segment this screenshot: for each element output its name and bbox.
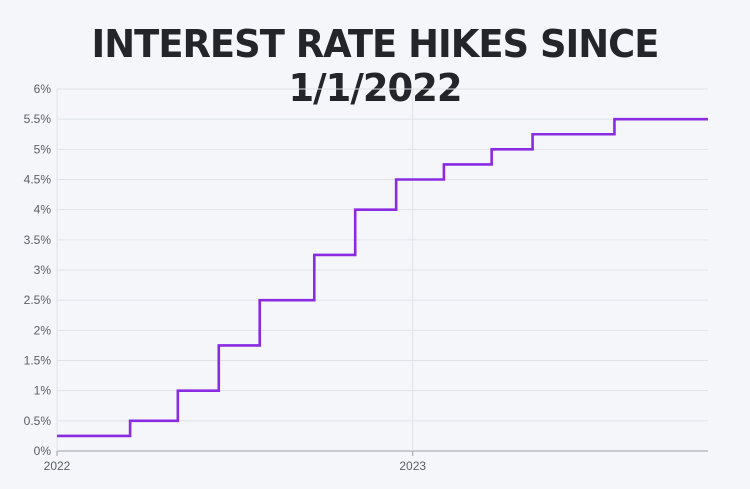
- y-axis-ticks: 0% 0.5% 1% 1.5% 2% 2.5% 3% 3.5% 4% 4.5% 5% 5.5% 6%: [24, 82, 52, 458]
- y-tick-label: 5.5%: [24, 112, 52, 126]
- x-tick-label: 2023: [399, 459, 426, 473]
- y-tick-label: 4%: [34, 203, 52, 217]
- y-tick-label: 1.5%: [24, 354, 52, 368]
- y-tick-label: 4.5%: [24, 173, 52, 187]
- y-tick-label: 0.5%: [24, 414, 52, 428]
- series-layer: [57, 117, 708, 438]
- x-axis-ticks: 2022 2023: [44, 451, 426, 473]
- y-tick-label: 2.5%: [24, 293, 52, 307]
- y-tick-label: 0%: [34, 444, 52, 458]
- y-tick-label: 3.5%: [24, 233, 52, 247]
- gridlines: [56, 88, 708, 452]
- y-tick-label: 3%: [34, 263, 52, 277]
- y-tick-label: 6%: [34, 82, 52, 96]
- y-tick-label: 5%: [34, 142, 52, 156]
- chart-title: INTEREST RATE HIKES SINCE 1/1/2022: [91, 22, 660, 110]
- y-tick-label: 1%: [34, 384, 52, 398]
- rate-step-line: [57, 117, 708, 438]
- y-tick-label: 2%: [34, 323, 52, 337]
- x-tick-label: 2022: [44, 459, 71, 473]
